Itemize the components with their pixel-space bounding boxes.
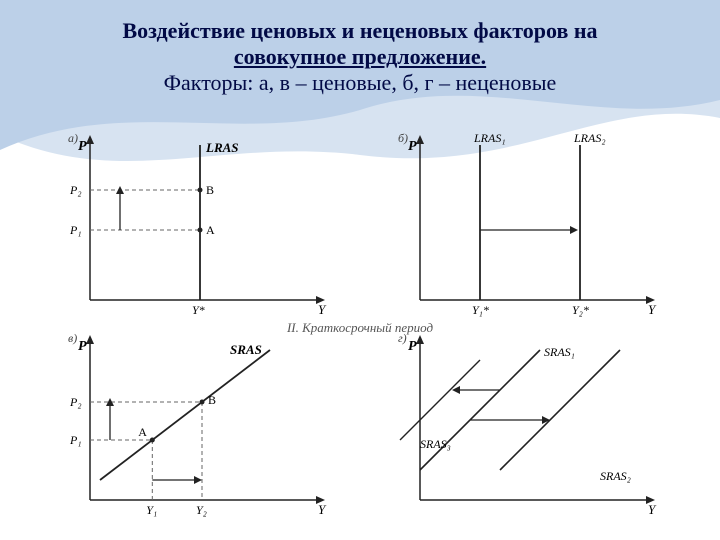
chart-g: г)P Y SRAS₁ SRAS₂ SRAS₃ bbox=[398, 331, 657, 517]
chart-a: а)P Y LRAS P₁ P₂ A B Y* bbox=[68, 131, 327, 317]
svg-text:P: P bbox=[408, 339, 417, 354]
svg-text:P: P bbox=[408, 139, 417, 154]
svg-text:LRAS: LRAS bbox=[205, 140, 239, 155]
svg-text:B: B bbox=[206, 183, 214, 197]
svg-text:B: B bbox=[208, 393, 216, 407]
title-block: Воздействие ценовых и неценовых факторов… bbox=[0, 0, 720, 96]
svg-text:Y: Y bbox=[648, 302, 657, 317]
svg-text:б): б) bbox=[398, 131, 408, 145]
svg-text:SRAS₁: SRAS₁ bbox=[544, 345, 575, 359]
svg-text:P₂: P₂ bbox=[69, 395, 82, 409]
svg-text:A: A bbox=[206, 223, 215, 237]
svg-text:A: A bbox=[138, 425, 147, 439]
svg-text:LRAS₂: LRAS₂ bbox=[573, 131, 606, 145]
chart-b: б)P Y LRAS₁ LRAS₂ Y₁* Y₂* bbox=[398, 131, 657, 317]
svg-text:Y₂: Y₂ bbox=[196, 503, 207, 517]
svg-text:P₁: P₁ bbox=[69, 433, 82, 447]
title-line-1: Воздействие ценовых и неценовых факторов… bbox=[0, 18, 720, 44]
svg-text:Y: Y bbox=[318, 302, 327, 317]
title-line-2: совокупное предложение. bbox=[0, 44, 720, 70]
svg-text:SRAS₂: SRAS₂ bbox=[600, 469, 631, 483]
svg-text:Y: Y bbox=[648, 502, 657, 517]
svg-text:а): а) bbox=[68, 131, 78, 145]
svg-text:P: P bbox=[78, 339, 87, 354]
title-line-3: Факторы: а, в – ценовые, б, г – неценовы… bbox=[0, 70, 720, 96]
svg-text:P₂: P₂ bbox=[69, 183, 82, 197]
svg-text:Y: Y bbox=[318, 502, 327, 517]
svg-text:SRAS: SRAS bbox=[230, 342, 262, 357]
svg-text:Y₂*: Y₂* bbox=[572, 303, 589, 317]
svg-text:SRAS₃: SRAS₃ bbox=[420, 437, 451, 451]
svg-text:LRAS₁: LRAS₁ bbox=[473, 131, 506, 145]
svg-text:P₁: P₁ bbox=[69, 223, 82, 237]
svg-text:Y₁: Y₁ bbox=[146, 503, 157, 517]
slide: Воздействие ценовых и неценовых факторов… bbox=[0, 0, 720, 540]
svg-text:в): в) bbox=[68, 331, 77, 345]
svg-text:P: P bbox=[78, 139, 87, 154]
svg-text:Y*: Y* bbox=[192, 303, 205, 317]
charts-svg: а)PYLRASP₁P₂ABY*б)PYLRAS₁LRAS₂Y₁*Y₂*в)PY… bbox=[60, 130, 660, 530]
charts-grid: а)PYLRASP₁P₂ABY*б)PYLRAS₁LRAS₂Y₁*Y₂*в)PY… bbox=[60, 130, 660, 530]
chart-v: в)P Y SRAS P₁ P₂ A B Y₁ Y₂ bbox=[68, 331, 327, 517]
svg-text:г): г) bbox=[398, 331, 407, 345]
svg-text:Y₁*: Y₁* bbox=[472, 303, 489, 317]
